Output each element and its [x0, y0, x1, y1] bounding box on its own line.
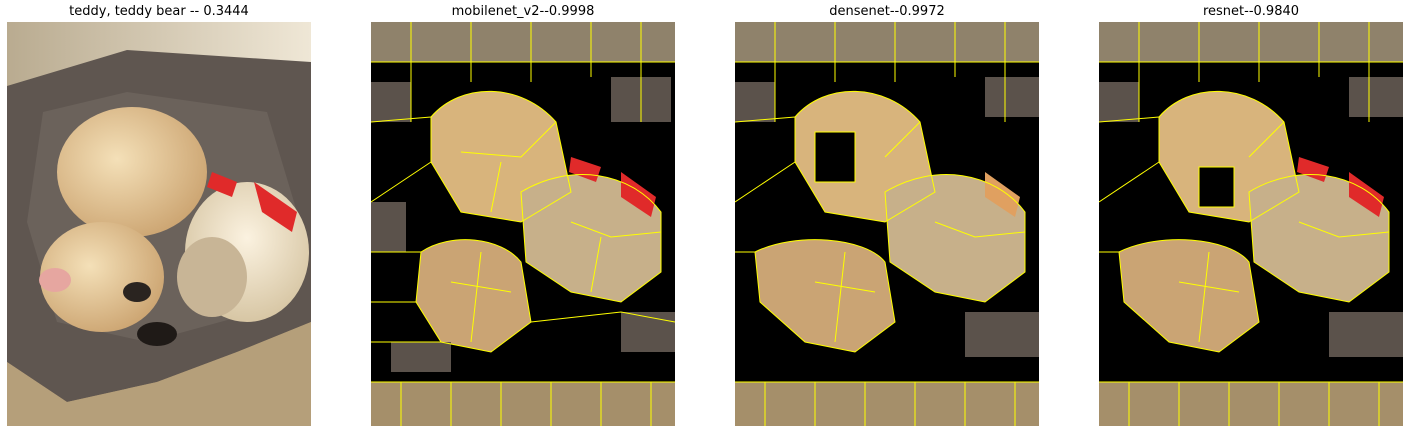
panel-title: mobilenet_v2--0.9998: [451, 4, 595, 19]
panel-title: densenet--0.9972: [829, 4, 945, 19]
dog-with-teddy-bear-photo: [7, 22, 311, 426]
panel-title: resnet--0.9840: [1202, 4, 1300, 19]
lime-superpixel-mask-dog-photo: [735, 22, 1039, 426]
panel-title: teddy, teddy bear -- 0.3444: [69, 4, 249, 19]
lime-superpixel-mask-dog-photo: [1099, 22, 1403, 426]
lime-superpixel-mask-dog-photo: [371, 22, 675, 426]
